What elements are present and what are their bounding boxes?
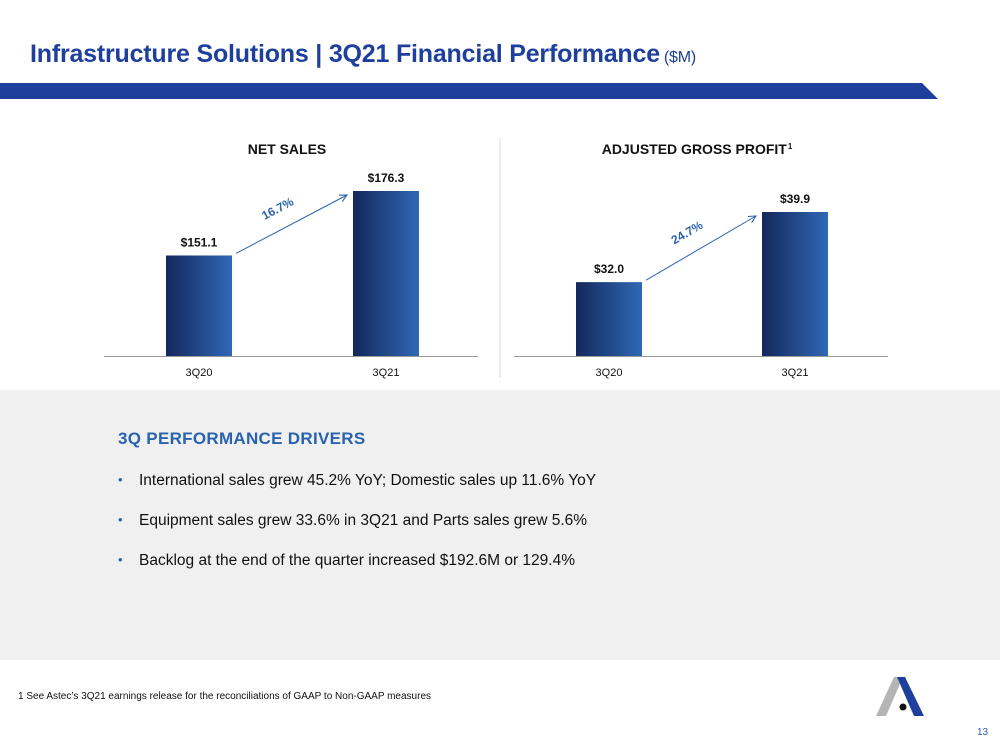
- page-title-text: Infrastructure Solutions | 3Q21 Financia…: [30, 40, 660, 68]
- page-title: Infrastructure Solutions | 3Q21 Financia…: [30, 40, 696, 69]
- adjusted-gross-profit-value-label: $32.0: [594, 262, 624, 276]
- footnote: 1 See Astec’s 3Q21 earnings release for …: [18, 691, 432, 702]
- driver-text: International sales grew 45.2% YoY; Dome…: [139, 472, 597, 489]
- net-sales-growth-label: 16.7%: [259, 194, 296, 222]
- net-sales-growth-arrow: [235, 195, 347, 254]
- bullet-icon: •: [118, 512, 123, 527]
- adjusted-gross-profit-growth-arrow: [645, 216, 756, 281]
- page-title-unit: ($M): [663, 49, 696, 66]
- net-sales-bar-3Q20: [166, 255, 232, 356]
- adjusted-gross-profit-bar-3Q21: [762, 212, 828, 356]
- performance-drivers-panel: 3Q PERFORMANCE DRIVERS • International sa…: [0, 390, 1000, 660]
- adjusted-gross-profit-title-footnote: 1: [788, 142, 793, 151]
- driver-item: • Backlog at the end of the quarter incre…: [118, 552, 596, 592]
- title-underline-bar: [0, 83, 938, 99]
- adjusted-gross-profit-bar-3Q20: [576, 282, 642, 356]
- net-sales-value-label: $176.3: [368, 171, 405, 185]
- adjusted-gross-profit-tick-label: 3Q21: [782, 367, 809, 379]
- adjusted-gross-profit-value-label: $39.9: [780, 192, 810, 206]
- bullet-icon: •: [118, 472, 123, 487]
- net-sales-tick-label: 3Q20: [186, 367, 213, 379]
- adjusted-gross-profit-tick-label: 3Q20: [596, 367, 623, 379]
- drivers-list: • International sales grew 45.2% YoY; Dom…: [118, 472, 596, 592]
- driver-item: • International sales grew 45.2% YoY; Dom…: [118, 472, 596, 512]
- drivers-title: 3Q PERFORMANCE DRIVERS: [118, 429, 366, 448]
- adjusted-gross-profit-title: ADJUSTED GROSS PROFIT1: [602, 141, 793, 157]
- driver-text: Backlog at the end of the quarter increa…: [139, 552, 576, 569]
- net-sales-tick-label: 3Q21: [373, 367, 400, 379]
- page-number: 13: [977, 727, 989, 738]
- charts-area: NET SALES $151.1 3Q20 $176.3 3Q21 16.7% ADJUST…: [104, 138, 888, 379]
- net-sales-title: NET SALES: [248, 141, 327, 157]
- adjusted-gross-profit-growth-label: 24.7%: [669, 218, 706, 247]
- net-sales-value-label: $151.1: [181, 235, 218, 249]
- driver-item: • Equipment sales grew 33.6% in 3Q21 and …: [118, 512, 596, 552]
- net-sales-bar-3Q21: [353, 191, 419, 356]
- bullet-icon: •: [118, 552, 123, 567]
- astec-logo-icon: [876, 677, 924, 716]
- driver-text: Equipment sales grew 33.6% in 3Q21 and P…: [139, 512, 588, 529]
